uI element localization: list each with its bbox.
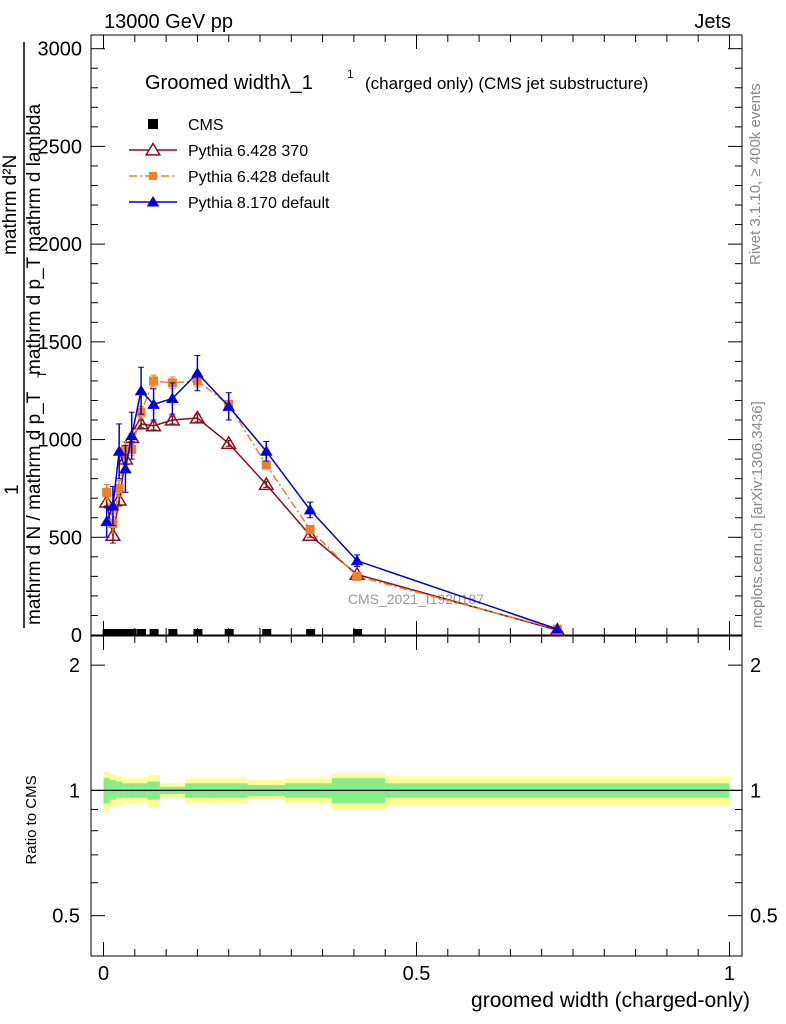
main-y-tick-label: 500 xyxy=(49,527,82,549)
data-point xyxy=(306,629,316,636)
y-label-bottom: mathrm d N / mathrm d p_T xyxy=(24,391,45,625)
ratio-y-tick-label: 2 xyxy=(69,655,80,677)
legend-marker xyxy=(148,119,158,129)
ratio-y-tick-labels: 0.5 0.5 1 1 2 2 xyxy=(52,655,778,928)
legend-marker xyxy=(149,172,157,180)
title-main: Groomed widthλ_1 xyxy=(145,72,313,94)
x-tick-label: 0.5 xyxy=(403,963,431,985)
data-point xyxy=(108,629,118,636)
data-point xyxy=(224,629,234,636)
data-point xyxy=(115,629,125,636)
legend-marker xyxy=(146,196,160,207)
main-y-tick-labels: 0 500 1000 1500 2000 2500 3000 xyxy=(38,39,83,647)
y-label-sub-t: T xyxy=(35,370,49,378)
data-point xyxy=(104,527,122,541)
data-point xyxy=(114,483,124,493)
data-point xyxy=(147,398,160,409)
series-line xyxy=(105,372,558,630)
data-point xyxy=(121,629,131,636)
ratio-axis-ticks xyxy=(91,636,742,956)
main-y-tick-label: 0 xyxy=(71,625,82,647)
title-rest: (charged only) (CMS jet substructure) xyxy=(365,74,648,93)
data-point xyxy=(149,376,159,386)
legend-label: Pythia 6.428 370 xyxy=(188,143,308,160)
band-inner-bin xyxy=(116,781,123,798)
analysis-watermark: CMS_2021_I1920187 xyxy=(348,591,484,607)
header-energy: 13000 GeV pp xyxy=(104,11,233,33)
title-sup: 1 xyxy=(347,67,354,81)
data-point xyxy=(551,623,564,634)
series-layer xyxy=(98,355,566,636)
data-point xyxy=(352,571,362,581)
ratio-uncertainty-band xyxy=(103,771,730,812)
data-point xyxy=(301,527,319,541)
data-point xyxy=(164,412,181,426)
data-point xyxy=(102,487,112,497)
data-point xyxy=(261,460,271,470)
data-point xyxy=(100,515,113,527)
data-point xyxy=(125,429,138,441)
data-point xyxy=(220,435,237,450)
legend-label: Pythia 8.170 default xyxy=(188,195,330,212)
ratio-y-tick-label-right: 1 xyxy=(750,780,761,802)
x-tick-label: 0 xyxy=(98,963,109,985)
band-inner-bin xyxy=(109,779,117,800)
x-tick-label: 1 xyxy=(724,963,735,985)
data-point xyxy=(166,392,179,404)
data-point xyxy=(222,400,236,411)
legend-marker xyxy=(144,142,162,156)
series-3 xyxy=(100,355,564,634)
data-point xyxy=(102,629,112,636)
mcplots-label: mcplots.cern.ch [arXiv:1306.3436] xyxy=(749,401,766,628)
data-point xyxy=(111,492,128,506)
y-label-top-sub: mathrm d p_T mathrm d lambda xyxy=(24,104,45,375)
series-1 xyxy=(98,410,566,636)
main-y-tick-label: 3000 xyxy=(38,39,83,61)
y-label-one: 1 xyxy=(2,484,23,495)
main-y-tick-label: 1000 xyxy=(38,430,83,452)
x-axis-label: groomed width (charged-only) xyxy=(471,989,750,1012)
series-line xyxy=(105,380,558,630)
rivet-label: Rivet 3.1.10, ≥ 400k events xyxy=(747,83,764,265)
legend-label: Pythia 6.428 default xyxy=(188,169,330,186)
data-point xyxy=(258,476,275,491)
data-point xyxy=(149,629,159,636)
main-y-tick-label: 1500 xyxy=(38,332,83,354)
main-y-tick-label: 2500 xyxy=(38,136,83,158)
ratio-y-tick-label-right: 0.5 xyxy=(750,906,778,928)
data-point xyxy=(191,367,204,378)
data-point xyxy=(145,417,162,432)
data-point xyxy=(189,410,206,424)
legend-label: CMS xyxy=(188,117,224,134)
ratio-y-tick-label: 1 xyxy=(69,780,80,802)
ratio-y-label: Ratio to CMS xyxy=(23,775,40,864)
main-y-tick-label: 2000 xyxy=(38,234,83,256)
data-point xyxy=(168,629,178,636)
series-line xyxy=(105,417,558,631)
data-point xyxy=(353,629,363,636)
data-point xyxy=(193,629,203,636)
main-axis-ticks xyxy=(91,35,742,636)
data-point xyxy=(134,384,148,396)
x-tick-labels: 0 0.5 1 xyxy=(98,963,735,985)
data-point xyxy=(259,445,273,456)
data-point xyxy=(106,500,120,511)
data-point xyxy=(127,629,137,636)
main-y-label: mathrm d N / mathrm d p_T T 1 mathrm d²N… xyxy=(0,42,49,628)
series-0 xyxy=(102,629,363,636)
y-label-top: mathrm d²N xyxy=(0,155,21,255)
data-point xyxy=(112,445,126,456)
data-point xyxy=(350,554,364,566)
data-point xyxy=(262,629,272,636)
data-point xyxy=(119,462,132,474)
data-point xyxy=(303,503,317,515)
header-process: Jets xyxy=(694,11,731,33)
ratio-y-tick-label: 0.5 xyxy=(52,906,80,928)
data-point xyxy=(137,629,147,636)
plot-title: Groomed widthλ_1 1 (charged only) (CMS j… xyxy=(145,67,648,94)
ratio-y-tick-label-right: 2 xyxy=(750,655,761,677)
data-point xyxy=(305,524,315,534)
legend: CMS Pythia 6.428 370 Pythia 6.428 default P… xyxy=(129,117,330,212)
